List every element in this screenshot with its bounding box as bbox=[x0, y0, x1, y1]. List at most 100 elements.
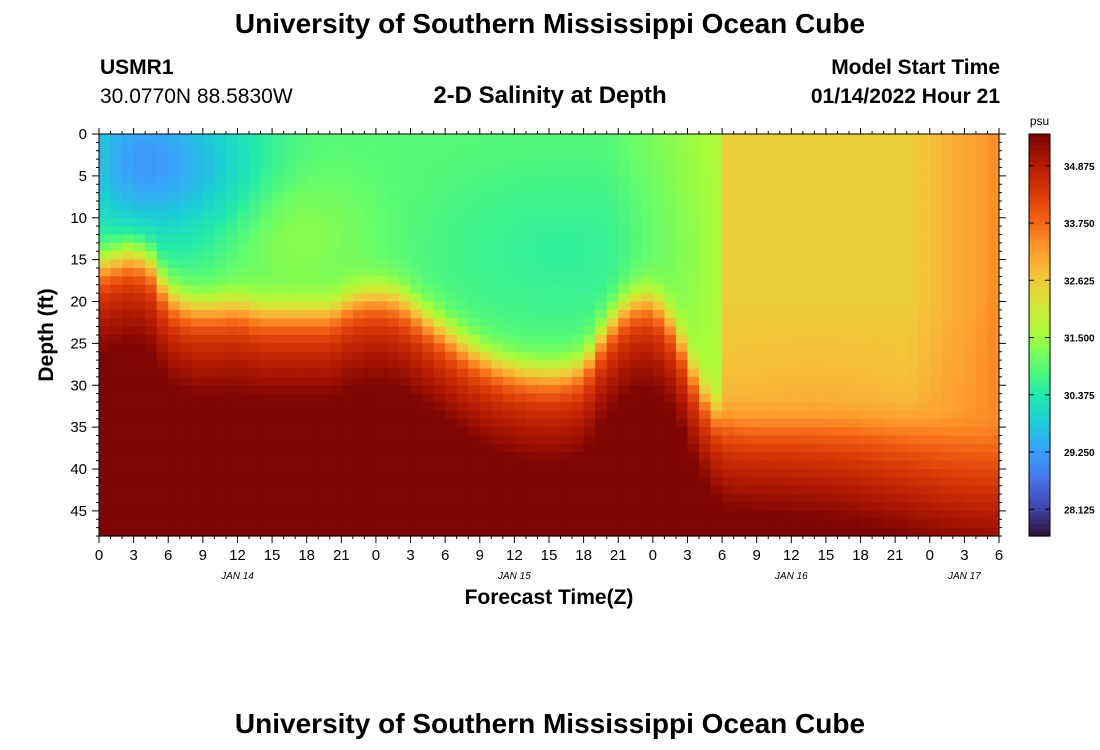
heatmap-cell bbox=[537, 326, 550, 336]
heatmap-cell bbox=[629, 150, 642, 160]
heatmap-cell bbox=[433, 452, 446, 462]
heatmap-cell bbox=[606, 167, 619, 177]
colorbar-segment bbox=[1029, 347, 1050, 352]
heatmap-cell bbox=[145, 343, 158, 353]
heatmap-cell bbox=[987, 209, 1000, 219]
heatmap-cell bbox=[641, 184, 654, 194]
heatmap-cell bbox=[872, 460, 885, 470]
heatmap-cell bbox=[572, 259, 585, 269]
heatmap-cell bbox=[906, 159, 919, 169]
heatmap-cell bbox=[756, 460, 769, 470]
heatmap-cell bbox=[387, 301, 400, 311]
heatmap-cell bbox=[906, 192, 919, 202]
heatmap-cell bbox=[549, 435, 562, 445]
heatmap-cell bbox=[537, 385, 550, 395]
heatmap-cell bbox=[825, 242, 839, 252]
heatmap-cell bbox=[237, 209, 250, 219]
heatmap-cell bbox=[641, 142, 654, 152]
heatmap-cell bbox=[918, 159, 931, 169]
heatmap-cell bbox=[525, 251, 539, 261]
heatmap-cell bbox=[745, 360, 758, 370]
heatmap-cell bbox=[652, 159, 665, 169]
heatmap-cell bbox=[283, 184, 296, 194]
heatmap-cell bbox=[502, 309, 515, 319]
heatmap-cell bbox=[295, 326, 308, 336]
heatmap-cell bbox=[502, 134, 515, 143]
heatmap-cell bbox=[214, 201, 227, 210]
heatmap-cell bbox=[710, 335, 723, 344]
heatmap-cell bbox=[202, 217, 215, 227]
heatmap-cell bbox=[445, 510, 458, 520]
heatmap-cell bbox=[872, 360, 885, 370]
heatmap-cell bbox=[502, 376, 515, 386]
heatmap-cell bbox=[110, 469, 123, 478]
heatmap-cell bbox=[929, 502, 942, 512]
heatmap-cell bbox=[364, 460, 377, 470]
heatmap-cell bbox=[491, 226, 504, 236]
heatmap-cell bbox=[802, 418, 815, 428]
heatmap-cell bbox=[675, 443, 689, 453]
heatmap-cell bbox=[156, 343, 169, 353]
heatmap-cell bbox=[191, 226, 204, 236]
heatmap-cell bbox=[618, 452, 631, 462]
heatmap-cell bbox=[272, 259, 285, 269]
heatmap-cell bbox=[122, 184, 135, 194]
heatmap-cell bbox=[514, 469, 527, 478]
heatmap-cell bbox=[225, 402, 239, 411]
heatmap-cell bbox=[249, 318, 262, 328]
heatmap-cell bbox=[422, 335, 435, 344]
heatmap-cell bbox=[583, 251, 596, 261]
heatmap-cell bbox=[814, 242, 827, 252]
heatmap-cell bbox=[133, 234, 146, 244]
heatmap-cell bbox=[537, 251, 550, 261]
heatmap-cell bbox=[941, 460, 954, 470]
heatmap-cell bbox=[145, 234, 158, 244]
heatmap-cell bbox=[906, 360, 919, 370]
heatmap-cell bbox=[906, 477, 919, 487]
heatmap-cell bbox=[179, 276, 192, 286]
heatmap-cell bbox=[479, 393, 492, 403]
heatmap-cell bbox=[975, 309, 989, 319]
heatmap-cell bbox=[156, 410, 169, 420]
heatmap-cell bbox=[849, 376, 862, 386]
heatmap-cell bbox=[341, 335, 354, 344]
heatmap-cell bbox=[214, 368, 227, 378]
heatmap-cell bbox=[202, 418, 215, 428]
heatmap-cell bbox=[652, 192, 665, 202]
heatmap-cell bbox=[952, 368, 965, 378]
heatmap-cell bbox=[133, 175, 146, 185]
heatmap-cell bbox=[537, 494, 550, 504]
heatmap-cell bbox=[502, 435, 515, 445]
heatmap-cell bbox=[260, 301, 273, 311]
heatmap-cell bbox=[606, 192, 619, 202]
heatmap-cell bbox=[352, 268, 365, 277]
heatmap-cell bbox=[802, 150, 815, 160]
heatmap-cell bbox=[156, 284, 169, 294]
heatmap-cell bbox=[387, 502, 400, 512]
heatmap-cell bbox=[572, 393, 585, 403]
heatmap-cell bbox=[445, 477, 458, 487]
heatmap-cell bbox=[906, 343, 919, 353]
heatmap-cell bbox=[375, 142, 389, 152]
heatmap-cell bbox=[675, 385, 689, 395]
heatmap-cell bbox=[237, 443, 250, 453]
heatmap-cell bbox=[941, 301, 954, 311]
colorbar-segment bbox=[1029, 439, 1050, 445]
heatmap-cell bbox=[99, 477, 112, 487]
heatmap-cell bbox=[987, 201, 1000, 210]
heatmap-cell bbox=[260, 184, 273, 194]
heatmap-cell bbox=[837, 268, 850, 277]
heatmap-cell bbox=[306, 410, 319, 420]
heatmap-cell bbox=[214, 376, 227, 386]
heatmap-cell bbox=[214, 259, 227, 269]
heatmap-cell bbox=[468, 376, 481, 386]
heatmap-cell bbox=[837, 301, 850, 311]
heatmap-cell bbox=[652, 452, 665, 462]
heatmap-cell bbox=[549, 477, 562, 487]
heatmap-cell bbox=[699, 318, 712, 328]
heatmap-cell bbox=[110, 159, 123, 169]
heatmap-cell bbox=[399, 368, 412, 378]
heatmap-cell bbox=[329, 242, 342, 252]
heatmap-cell bbox=[341, 376, 354, 386]
heatmap-cell bbox=[675, 351, 689, 361]
